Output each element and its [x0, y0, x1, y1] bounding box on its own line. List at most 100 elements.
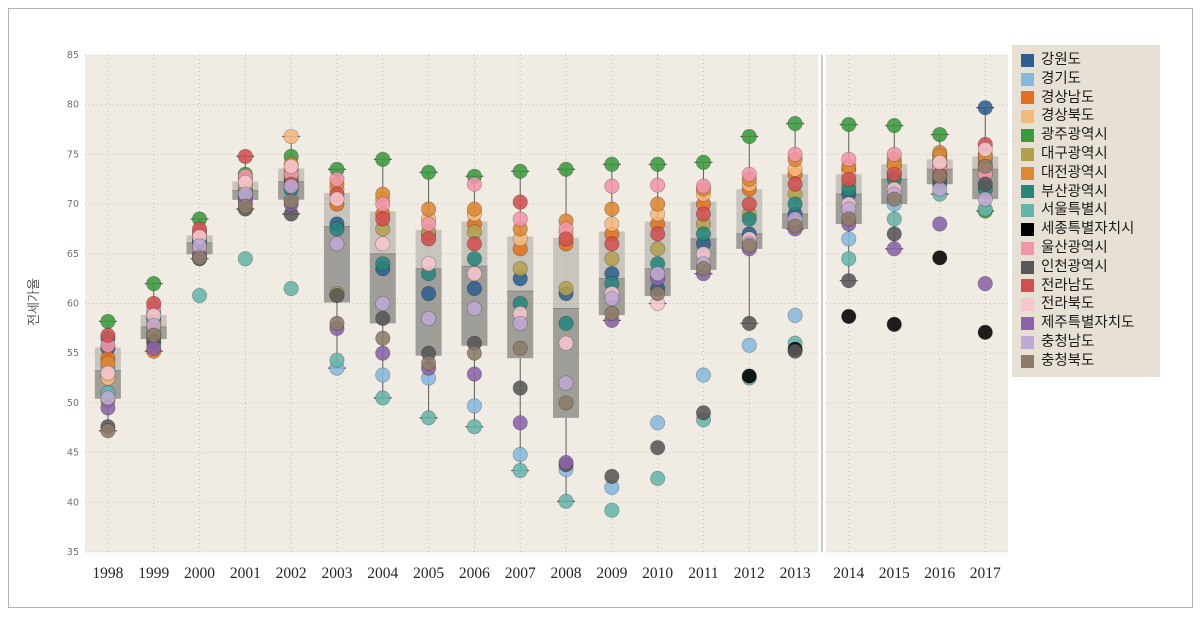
- legend-item-label: 서울특별시: [1041, 202, 1108, 219]
- data-point: [512, 415, 528, 431]
- legend-swatch: [1021, 279, 1034, 293]
- data-point: [375, 256, 391, 272]
- data-point: [237, 148, 253, 164]
- legend-item-label: 대전광역시: [1041, 164, 1108, 181]
- data-point: [604, 236, 620, 252]
- data-point: [146, 340, 162, 356]
- legend-item: 충청북도: [1021, 352, 1152, 371]
- data-point: [421, 256, 437, 272]
- legend-swatch: [1021, 91, 1034, 105]
- legend-swatch: [1021, 317, 1034, 331]
- data-point: [329, 171, 345, 187]
- data-point: [283, 128, 299, 145]
- data-point: [977, 276, 993, 292]
- legend-swatch: [1021, 166, 1034, 180]
- y-tick-label: 45: [67, 448, 79, 459]
- data-point: [466, 201, 482, 217]
- data-point: [695, 261, 712, 277]
- data-point: [466, 345, 482, 361]
- data-point: [886, 211, 902, 227]
- legend-item: 경기도: [1021, 70, 1152, 89]
- data-point: [512, 447, 528, 463]
- data-point: [695, 367, 712, 383]
- data-point: [841, 231, 857, 247]
- data-point: [977, 324, 993, 340]
- x-tick-label: 1999: [138, 565, 169, 582]
- x-tick-label: 2014: [833, 565, 864, 582]
- data-point: [650, 226, 666, 242]
- data-point: [421, 164, 437, 180]
- legend-item-label: 경상북도: [1041, 108, 1095, 125]
- legend-swatch: [1021, 72, 1034, 86]
- data-point: [604, 468, 620, 485]
- data-point: [977, 158, 993, 174]
- data-point: [650, 440, 666, 456]
- data-point: [375, 330, 391, 346]
- legend-item: 충청남도: [1021, 333, 1152, 352]
- data-point: [886, 191, 902, 207]
- data-point: [466, 419, 482, 435]
- data-point: [741, 238, 757, 254]
- data-point: [421, 286, 437, 302]
- legend-swatch: [1021, 335, 1034, 349]
- data-point: [741, 128, 757, 145]
- legend-item-label: 전라북도: [1041, 296, 1095, 313]
- legend-item: 울산광역시: [1021, 239, 1152, 258]
- legend-item-label: 세종특별자치시: [1041, 221, 1135, 238]
- data-point: [886, 241, 902, 257]
- legend-swatch: [1021, 260, 1034, 274]
- data-point: [100, 423, 116, 439]
- x-tick-label: 2000: [184, 565, 215, 582]
- data-point: [977, 141, 993, 157]
- data-point: [741, 315, 757, 331]
- data-point: [466, 366, 482, 382]
- x-tick-label: 2010: [642, 565, 673, 582]
- y-tick-label: 50: [67, 398, 79, 409]
- data-point: [741, 211, 757, 227]
- data-point: [650, 470, 666, 486]
- x-tick-label: 2006: [459, 565, 490, 582]
- legend-item: 전라남도: [1021, 277, 1152, 296]
- data-point: [558, 281, 574, 297]
- data-point: [604, 178, 620, 194]
- data-point: [841, 273, 857, 289]
- data-point: [650, 196, 666, 212]
- y-tick-label: 85: [67, 50, 79, 61]
- x-tick-label: 2008: [551, 565, 582, 582]
- y-tick-label: 60: [67, 299, 79, 310]
- data-point: [421, 410, 437, 426]
- data-point: [512, 211, 528, 227]
- legend-swatch: [1021, 185, 1034, 199]
- y-tick-label: 40: [67, 497, 79, 508]
- data-point: [695, 154, 712, 170]
- legend-item-label: 인천광역시: [1041, 258, 1108, 275]
- data-point: [977, 100, 993, 116]
- data-point: [100, 327, 116, 343]
- data-point: [886, 146, 902, 162]
- legend-item: 인천광역시: [1021, 258, 1152, 277]
- data-point: [741, 166, 757, 182]
- data-point: [886, 118, 902, 134]
- legend-item: 경상남도: [1021, 89, 1152, 108]
- data-point: [375, 236, 391, 252]
- data-point: [558, 375, 574, 391]
- legend-item-label: 경상남도: [1041, 89, 1095, 106]
- y-tick-label: 80: [67, 100, 79, 111]
- data-point: [558, 493, 574, 509]
- data-point: [558, 161, 574, 177]
- panel-1-background: [85, 55, 818, 552]
- legend-item-label: 제주특별자치도: [1041, 315, 1135, 332]
- data-point: [512, 462, 528, 479]
- data-point: [841, 117, 857, 133]
- data-point: [466, 251, 482, 267]
- data-point: [932, 168, 948, 184]
- data-point: [512, 380, 528, 396]
- data-point: [558, 315, 574, 331]
- data-point: [886, 166, 902, 182]
- data-point: [466, 300, 482, 317]
- data-point: [741, 196, 757, 212]
- legend-swatch: [1021, 223, 1034, 237]
- data-point: [650, 286, 666, 302]
- data-point: [100, 390, 116, 406]
